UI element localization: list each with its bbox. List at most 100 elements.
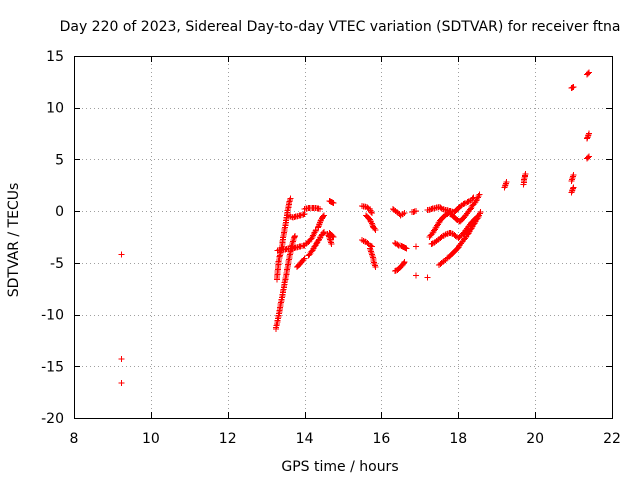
data-point: [401, 210, 408, 217]
data-point: [320, 230, 327, 237]
data-point: [330, 199, 337, 206]
data-point: [400, 259, 407, 266]
data-point: [301, 255, 308, 262]
data-point: [441, 232, 448, 239]
data-point: [445, 210, 452, 217]
data-point: [413, 272, 420, 279]
data-point: [570, 184, 577, 191]
y-tick-label: 15: [46, 49, 64, 65]
data-point: [460, 201, 467, 208]
data-point: [359, 237, 366, 244]
data-point: [448, 230, 455, 237]
data-point: [366, 216, 373, 223]
data-point: [300, 256, 307, 263]
data-point: [569, 84, 576, 91]
x-tick-label: 20: [526, 431, 544, 447]
y-tick-label: -5: [50, 256, 64, 272]
data-point: [584, 154, 591, 161]
y-tick-label: 0: [55, 204, 64, 220]
data-point: [585, 153, 592, 160]
data-point: [461, 200, 468, 207]
data-point: [446, 210, 453, 217]
x-tick-label: 12: [219, 431, 237, 447]
x-tick-label: 18: [449, 431, 467, 447]
data-point: [368, 208, 375, 215]
data-point: [398, 211, 405, 218]
data-point: [453, 216, 460, 223]
data-point: [360, 237, 367, 244]
x-tick-label: 22: [603, 431, 621, 447]
data-point: [316, 206, 323, 213]
data-point: [570, 171, 577, 178]
data-point: [400, 210, 407, 217]
data-point: [439, 232, 446, 239]
data-point: [291, 234, 298, 240]
data-point: [585, 69, 592, 76]
data-point: [394, 241, 401, 248]
x-tick-label: 10: [142, 431, 160, 447]
data-point: [503, 179, 510, 186]
data-point: [369, 221, 376, 228]
data-point: [402, 244, 409, 251]
data-point: [522, 170, 529, 177]
data-point: [442, 231, 449, 238]
data-point: [368, 210, 375, 217]
x-tick-label: 14: [296, 431, 314, 447]
data-point: [320, 212, 327, 219]
x-tick-label: 8: [70, 431, 79, 447]
chart-title: Day 220 of 2023, Sidereal Day-to-day VTE…: [60, 19, 621, 35]
data-point: [367, 217, 374, 224]
data-point: [393, 267, 400, 274]
data-point: [437, 204, 444, 211]
data-point: [447, 229, 454, 236]
y-tick-label: -15: [41, 359, 64, 375]
data-point: [459, 201, 466, 208]
y-tick-label: 5: [55, 152, 64, 168]
data-point: [477, 209, 484, 216]
data-point: [393, 240, 400, 247]
y-tick-label: -20: [41, 411, 64, 427]
data-point: [329, 232, 336, 239]
data-point: [585, 130, 592, 137]
x-axis-label: GPS time / hours: [281, 459, 398, 475]
x-tick-label: 16: [373, 431, 391, 447]
data-point: [413, 208, 420, 215]
data-point: [330, 234, 337, 240]
y-axis-label: SDTVAR / TECUs: [6, 183, 22, 298]
tick-label-layer: 8 10 12 14 16 18 20 22 -20 -15 -10 -5 0 5 10 15: [41, 49, 621, 447]
data-point: [424, 274, 431, 281]
data-point: [118, 251, 125, 258]
data-point: [368, 220, 375, 227]
data-point: [462, 199, 469, 206]
data-point: [438, 205, 445, 212]
data-point: [317, 218, 324, 225]
data-point: [301, 211, 308, 218]
data-point: [118, 356, 125, 363]
data-point: [320, 213, 327, 220]
data-point: [367, 207, 374, 214]
data-point: [329, 199, 336, 206]
data-point: [428, 241, 435, 248]
data-point: [413, 243, 420, 250]
data-point: [328, 241, 335, 248]
data-point: [436, 204, 443, 211]
data-point: [372, 226, 379, 233]
data-points-layer: [118, 69, 592, 386]
data-point: [397, 212, 404, 219]
y-tick-label: -10: [41, 308, 64, 324]
data-point: [364, 204, 371, 211]
plot-frame: [74, 56, 613, 419]
data-point: [291, 232, 298, 239]
data-point: [403, 245, 410, 252]
data-point: [391, 240, 398, 247]
data-point: [441, 212, 448, 219]
data-point: [320, 228, 327, 235]
data-point: [118, 379, 125, 386]
y-tick-label: 10: [46, 101, 64, 117]
data-point: [368, 219, 375, 226]
data-point: [372, 263, 379, 270]
data-point: [312, 228, 319, 235]
data-point: [429, 240, 436, 247]
